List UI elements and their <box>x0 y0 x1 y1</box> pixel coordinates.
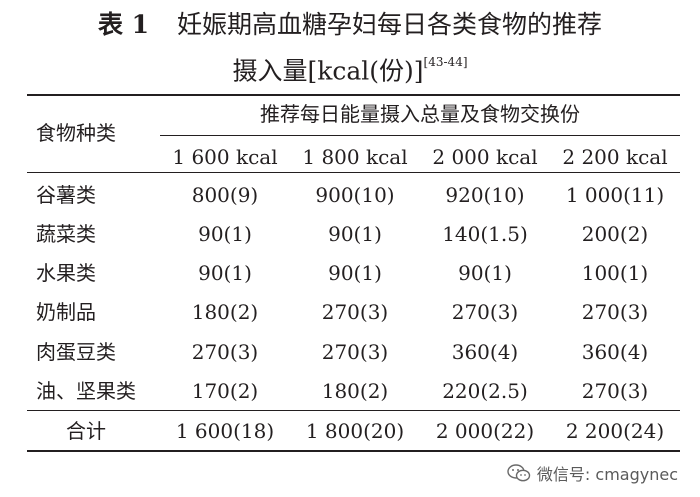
group-header: 推荐每日能量摄入总量及食物交换份 <box>260 102 580 126</box>
row-name: 油、坚果类 <box>36 379 136 403</box>
table-cell: 90(1) <box>328 261 382 285</box>
total-cell: 1 600(18) <box>175 419 275 443</box>
row-label-header: 食物种类 <box>36 121 116 145</box>
table-cell: 270(3) <box>451 300 519 324</box>
table-cell: 180(2) <box>321 379 389 403</box>
table-cell: 270(3) <box>321 300 389 324</box>
row-name: 肉蛋豆类 <box>36 340 116 364</box>
table-cell: 270(3) <box>581 379 649 403</box>
wechat-icon <box>507 464 531 482</box>
table-cell: 220(2.5) <box>442 379 528 403</box>
group-rule <box>160 135 680 136</box>
row-name: 蔬菜类 <box>36 222 96 246</box>
top-rule <box>27 94 680 96</box>
table-cell: 270(3) <box>191 340 259 364</box>
total-cell: 2 200(24) <box>565 419 665 443</box>
table-cell: 1 000(11) <box>565 183 665 207</box>
table-cell: 100(1) <box>581 261 649 285</box>
table-title-unit: 摄入量[kcal(份)] <box>232 56 424 86</box>
table-cell: 140(1.5) <box>442 222 528 246</box>
column-header: 2 200 kcal <box>562 145 668 169</box>
table-cell: 270(3) <box>321 340 389 364</box>
bottom-rule <box>27 450 680 452</box>
watermark: 微信号: cmagynec <box>507 461 678 485</box>
row-name: 水果类 <box>36 261 96 285</box>
table-cell: 90(1) <box>198 261 252 285</box>
reference-marker: [43-44] <box>423 55 468 69</box>
table-cell: 360(4) <box>581 340 649 364</box>
table-title: 表 1 妊娠期高血糖孕妇每日各类食物的推荐 <box>0 10 700 40</box>
watermark-text: 微信号: cmagynec <box>536 465 678 484</box>
total-label: 合计 <box>66 419 106 443</box>
total-cell: 2 000(22) <box>435 419 535 443</box>
table-cell: 200(2) <box>581 222 649 246</box>
header-rule <box>27 172 680 173</box>
table-cell: 90(1) <box>328 222 382 246</box>
column-header: 2 000 kcal <box>432 145 538 169</box>
row-name: 奶制品 <box>36 300 96 324</box>
table-cell: 90(1) <box>198 222 252 246</box>
table-cell: 90(1) <box>458 261 512 285</box>
table-cell: 180(2) <box>191 300 259 324</box>
row-name: 谷薯类 <box>36 183 96 207</box>
table-cell: 360(4) <box>451 340 519 364</box>
column-header: 1 800 kcal <box>302 145 408 169</box>
table-cell: 800(9) <box>191 183 259 207</box>
table-number: 表 1 <box>97 10 150 39</box>
table-cell: 270(3) <box>581 300 649 324</box>
table-cell: 900(10) <box>315 183 395 207</box>
table-cell: 920(10) <box>445 183 525 207</box>
total-cell: 1 800(20) <box>305 419 405 443</box>
column-header: 1 600 kcal <box>172 145 278 169</box>
table-cell: 170(2) <box>191 379 259 403</box>
table-title-text: 妊娠期高血糖孕妇每日各类食物的推荐 <box>177 10 603 39</box>
table-title-line2: 摄入量[kcal(份)][43-44] <box>0 51 700 86</box>
total-rule <box>27 410 680 411</box>
